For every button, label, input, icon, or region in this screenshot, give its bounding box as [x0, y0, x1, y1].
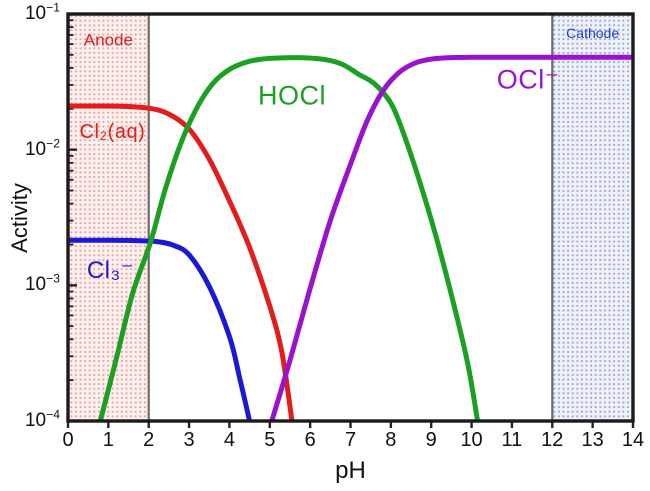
y-tick-label: 10−1	[24, 0, 60, 24]
x-tick-label: 12	[541, 429, 564, 451]
anode-region-label: Anode	[83, 30, 133, 50]
series-label-ocl: OCl⁻	[496, 64, 560, 95]
x-tick-label: 7	[344, 429, 357, 451]
x-axis-title: pH	[335, 457, 366, 484]
x-tick-label: 8	[385, 429, 397, 451]
anode-region	[68, 14, 149, 421]
x-tick-label: 4	[223, 429, 235, 451]
series-label-hocl: HOCl	[257, 80, 326, 111]
cathode-region	[552, 14, 633, 421]
curve-Cl₃⁻	[67, 237, 253, 422]
curve-OCl⁻	[269, 54, 634, 422]
x-tick-label: 0	[62, 429, 74, 451]
curve-HOCl	[97, 55, 481, 422]
y-axis-title: Activity	[7, 182, 32, 253]
curve-Cl₂(aq)	[67, 103, 295, 422]
x-tick-label: 1	[102, 429, 114, 451]
x-tick-label: 3	[183, 429, 195, 451]
x-tick-label: 13	[581, 429, 604, 451]
x-tick-label: 2	[143, 429, 155, 451]
plot-border	[66, 12, 635, 423]
x-tick-label: 6	[304, 429, 316, 451]
x-tick-label: 9	[425, 429, 437, 451]
x-tick-label: 10	[460, 429, 483, 451]
series-label-cl3: Cl₃⁻	[86, 256, 134, 284]
x-tick-label: 11	[501, 429, 523, 451]
y-tick-label: 10−4	[24, 407, 60, 431]
y-tick-label: 10−2	[24, 136, 60, 160]
y-tick-label: 10−3	[24, 272, 60, 296]
x-tick-label: 5	[264, 429, 276, 451]
x-tick-label: 14	[621, 429, 645, 451]
cathode-region-label: Cathode	[566, 25, 620, 42]
series-label-cl2aq: Cl₂(aq)	[79, 120, 146, 143]
